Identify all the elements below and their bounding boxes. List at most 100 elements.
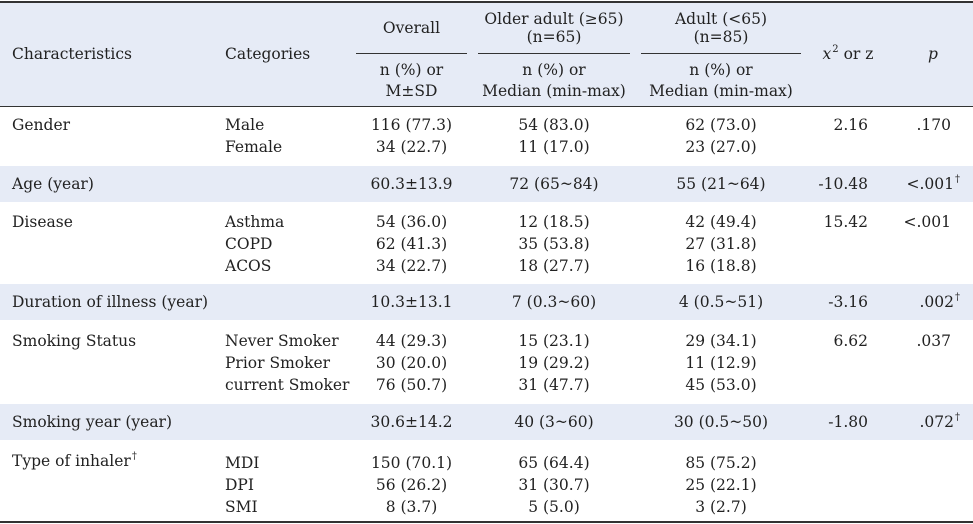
row-gender-adult1: 62 (73.0) <box>685 116 757 134</box>
row-duration-p: .002† <box>898 291 960 316</box>
row-smoking-overall3: 76 (50.7) <box>375 376 448 394</box>
row-inhaler-older1: 65 (64.4) <box>518 454 590 472</box>
header-adult-sub: n (%) or Median (min-max) <box>641 59 801 102</box>
row-inhaler-older2: 31 (30.7) <box>518 476 590 494</box>
top-rule <box>0 1 973 3</box>
row-gender-overall1: 116 (77.3) <box>370 116 453 134</box>
bottom-rule <box>0 521 973 523</box>
row-band-age <box>0 166 973 202</box>
row-band-duration <box>0 284 973 320</box>
row-inhaler-adult1: 85 (75.2) <box>685 454 757 472</box>
row-disease-older3: 18 (27.7) <box>518 257 590 275</box>
row-disease-older1: 12 (18.5) <box>518 213 590 231</box>
header-older-line2: (n=65) <box>526 28 582 46</box>
row-smoking-cat3: current Smoker <box>225 376 350 394</box>
header-overall: Overall <box>382 19 441 37</box>
row-smoking-year-p-mark: † <box>955 412 960 423</box>
row-inhaler-overall1: 150 (70.1) <box>370 454 453 472</box>
header-adult-sub2: Median (min-max) <box>649 82 793 100</box>
header-chi-rest: or z <box>838 45 874 63</box>
header-sub-rule-older <box>478 53 630 54</box>
header-sub-rule-overall <box>356 53 467 54</box>
row-inhaler-cat2: DPI <box>225 476 254 494</box>
header-older-sub: n (%) or Median (min-max) <box>478 59 630 102</box>
row-gender-cat2: Female <box>225 138 283 156</box>
row-duration-stat: -3.16 <box>828 293 868 311</box>
row-age-adult: 55 (21~64) <box>676 175 766 193</box>
row-smoking-adult3: 45 (53.0) <box>685 376 757 394</box>
row-age-p: <.001† <box>898 173 961 198</box>
header-older-sub2: Median (min-max) <box>482 82 626 100</box>
row-smoking-cat1: Never Smoker <box>225 332 339 350</box>
header-overall-sub1: n (%) or <box>379 61 444 79</box>
row-gender-label: Gender <box>12 116 71 134</box>
row-gender-adult2: 23 (27.0) <box>685 138 757 156</box>
row-smoking-label: Smoking Status <box>12 332 137 350</box>
row-gender-older2: 11 (17.0) <box>518 138 590 156</box>
row-age-label: Age (year) <box>12 175 94 193</box>
header-sub-rule-adult <box>641 53 801 54</box>
row-disease-cat3: ACOS <box>225 257 272 275</box>
row-smoking-stat: 6.62 <box>833 332 868 350</box>
row-smoking-year-label: Smoking year (year) <box>12 413 173 431</box>
row-age-p-value: <.001 <box>906 175 955 193</box>
header-overall-sub: n (%) or M±SD <box>356 59 467 102</box>
row-gender-overall2: 34 (22.7) <box>375 138 448 156</box>
header-chi-sup: 2 <box>832 44 839 55</box>
row-smoking-year-p: .072† <box>898 411 960 436</box>
header-overall-sub2: M±SD <box>385 82 438 100</box>
row-smoking-overall1: 44 (29.3) <box>375 332 448 350</box>
row-gender-stat: 2.16 <box>833 116 868 134</box>
row-smoking-cat2: Prior Smoker <box>225 354 331 372</box>
header-adult-line1: Adult (<65) <box>674 10 768 28</box>
row-age-overall: 60.3±13.9 <box>370 175 453 193</box>
row-smoking-adult1: 29 (34.1) <box>685 332 757 350</box>
row-inhaler-cat3: SMI <box>225 498 258 516</box>
row-disease-stat: 15.42 <box>823 213 868 231</box>
row-disease-p: <.001 <box>903 213 952 231</box>
row-disease-overall2: 62 (41.3) <box>375 235 448 253</box>
header-older-sub1: n (%) or <box>522 61 586 79</box>
row-age-older: 72 (65~84) <box>509 175 599 193</box>
header-p: p <box>898 43 968 65</box>
row-smoking-older3: 31 (47.7) <box>518 376 590 394</box>
row-age-p-mark: † <box>955 174 960 185</box>
header-statistic: x2 or z <box>806 43 890 68</box>
row-disease-adult2: 27 (31.8) <box>685 235 757 253</box>
row-smoking-year-adult: 30 (0.5~50) <box>673 413 769 431</box>
row-inhaler-cat1: MDI <box>225 454 260 472</box>
row-gender-p: .170 <box>916 116 951 134</box>
row-disease-overall1: 54 (36.0) <box>375 213 448 231</box>
row-disease-label: Disease <box>12 213 73 231</box>
row-duration-p-mark: † <box>955 292 960 303</box>
row-inhaler-label-text: Type of inhaler <box>12 452 131 470</box>
header-bottom-rule <box>0 106 973 107</box>
row-inhaler-adult2: 25 (22.1) <box>685 476 757 494</box>
row-band-smoking-year <box>0 404 973 440</box>
row-duration-p-value: .002 <box>919 293 954 311</box>
row-inhaler-older3: 5 (5.0) <box>528 498 580 516</box>
row-duration-older: 7 (0.3~60) <box>511 293 597 311</box>
row-smoking-older1: 15 (23.1) <box>518 332 590 350</box>
header-adult-line2: (n=85) <box>693 28 749 46</box>
row-disease-adult3: 16 (18.8) <box>685 257 757 275</box>
header-adult: Adult (<65) (n=85) <box>641 8 801 48</box>
row-smoking-year-older: 40 (3~60) <box>514 413 594 431</box>
row-inhaler-adult3: 3 (2.7) <box>695 498 747 516</box>
row-smoking-adult2: 11 (12.9) <box>685 354 757 372</box>
row-disease-cat1: Asthma <box>225 213 285 231</box>
row-age-stat: -10.48 <box>818 175 868 193</box>
header-categories: Categories <box>225 45 311 63</box>
row-inhaler-label: Type of inhaler† <box>12 450 137 475</box>
row-inhaler-overall2: 56 (26.2) <box>375 476 448 494</box>
row-smoking-year-p-value: .072 <box>919 413 954 431</box>
row-inhaler-overall3: 8 (3.7) <box>385 498 438 516</box>
header-p-label: p <box>928 45 938 63</box>
row-disease-cat2: COPD <box>225 235 273 253</box>
row-disease-older2: 35 (53.8) <box>518 235 590 253</box>
row-inhaler-label-mark: † <box>131 451 137 462</box>
row-disease-adult1: 42 (49.4) <box>685 213 757 231</box>
header-adult-sub1: n (%) or <box>689 61 753 79</box>
row-smoking-year-overall: 30.6±14.2 <box>370 413 453 431</box>
